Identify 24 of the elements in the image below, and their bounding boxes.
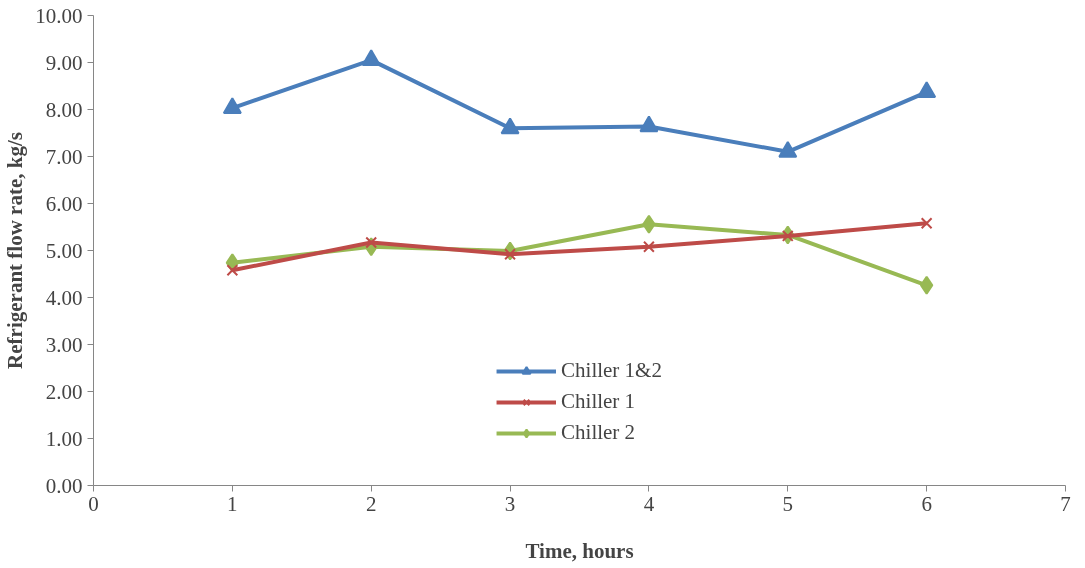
y-axis-title: Refrigerant flow rate, kg/s	[3, 132, 28, 369]
y-tick-label: 8.00	[45, 97, 83, 122]
legend-label: Chiller 1&2	[561, 358, 662, 383]
y-tick-label: 4.00	[45, 285, 83, 310]
y-tick-label: 10.00	[35, 3, 83, 28]
y-tick-label: 9.00	[45, 50, 83, 75]
x-tick-label: 1	[227, 491, 238, 516]
x-tick-label: 0	[88, 491, 99, 516]
y-tick-label: 5.00	[45, 238, 83, 263]
y-tick-label: 1.00	[45, 426, 83, 451]
y-tick-label: 3.00	[45, 332, 83, 357]
y-tick-label: 0.00	[45, 473, 83, 498]
legend-label: Chiller 1	[561, 389, 636, 414]
x-tick-label: 6	[921, 491, 932, 516]
y-tick-label: 7.00	[45, 144, 83, 169]
x-tick-label: 7	[1060, 491, 1071, 516]
y-tick-label: 6.00	[45, 191, 83, 216]
x-axis-title: Time, hours	[525, 538, 634, 563]
x-tick-label: 4	[643, 491, 655, 516]
legend-label: Chiller 2	[561, 420, 636, 445]
x-tick-label: 5	[782, 491, 794, 516]
x-tick-label: 2	[365, 491, 377, 516]
y-tick-label: 2.00	[45, 379, 83, 404]
x-tick-label: 3	[504, 491, 516, 516]
